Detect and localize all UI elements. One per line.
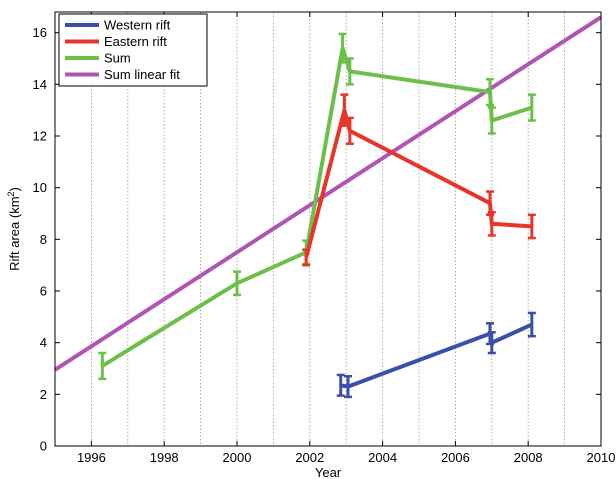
legend-item: Sum linear fit	[65, 67, 180, 82]
series-line	[340, 322, 533, 389]
y-tick-label: 6	[40, 284, 47, 299]
legend-label: Western rift	[104, 18, 171, 33]
series-layer	[55, 15, 601, 399]
axes	[54, 11, 602, 447]
error-bar	[527, 311, 536, 338]
error-bar	[233, 270, 241, 297]
x-tick-label: 2000	[223, 450, 252, 465]
x-tick-label: 2010	[587, 450, 616, 465]
legend-item: Sum	[65, 51, 131, 66]
error-bar	[338, 32, 347, 64]
y-tick-label: 14	[33, 77, 47, 92]
error-bar	[487, 106, 496, 135]
y-tick-label: 8	[40, 232, 47, 247]
series-western-rift	[336, 311, 536, 399]
y-tick-label: 2	[40, 387, 47, 402]
series-eastern-rift	[302, 93, 536, 267]
x-tick-label: 2004	[368, 450, 397, 465]
x-tick-label: 2002	[295, 450, 324, 465]
error-bar	[344, 375, 353, 399]
series-line	[304, 108, 532, 258]
y-axis-title-superscript: 2	[6, 191, 16, 196]
y-axis-title-close: )	[7, 187, 22, 191]
error-bar	[527, 93, 536, 122]
series-sum	[98, 32, 536, 381]
legend-label: Sum	[104, 51, 131, 66]
legend-label: Eastern rift	[104, 34, 167, 49]
y-tick-label: 12	[33, 129, 47, 144]
error-bar	[527, 213, 536, 240]
plot-frame	[54, 11, 602, 447]
y-tick-label: 0	[40, 439, 47, 454]
error-bar	[302, 248, 311, 267]
x-tick-label: 1996	[77, 450, 106, 465]
error-bar	[345, 57, 354, 86]
x-tick-label: 2008	[514, 450, 543, 465]
y-tick-label: 16	[33, 25, 47, 40]
x-axis-title: Year	[315, 465, 342, 479]
y-axis-title-main: Rift area (km	[7, 196, 22, 270]
x-tick-label: 2006	[441, 450, 470, 465]
ticks: 1996 1998 2000 2002 2004 2006 2008 2010 0 2 4 6 8 10 1…	[33, 12, 616, 465]
error-bar	[98, 351, 107, 381]
error-bar	[336, 373, 345, 397]
legend-item: Eastern rift	[65, 34, 167, 49]
legend-item: Western rift	[65, 18, 171, 33]
y-tick-label: 10	[33, 180, 47, 195]
error-bar	[340, 93, 349, 127]
y-tick-label: 4	[40, 335, 47, 350]
error-bar	[487, 331, 496, 355]
series-sum-linear-fit	[55, 15, 601, 372]
y-axis-title: Rift area (km2)	[6, 187, 22, 271]
error-bar	[487, 210, 496, 237]
x-tick-label: 1998	[150, 450, 179, 465]
error-bar	[345, 116, 354, 145]
series-line	[55, 15, 601, 372]
error-bar	[485, 77, 494, 107]
series-line	[101, 46, 533, 368]
legend-label: Sum linear fit	[104, 67, 180, 82]
